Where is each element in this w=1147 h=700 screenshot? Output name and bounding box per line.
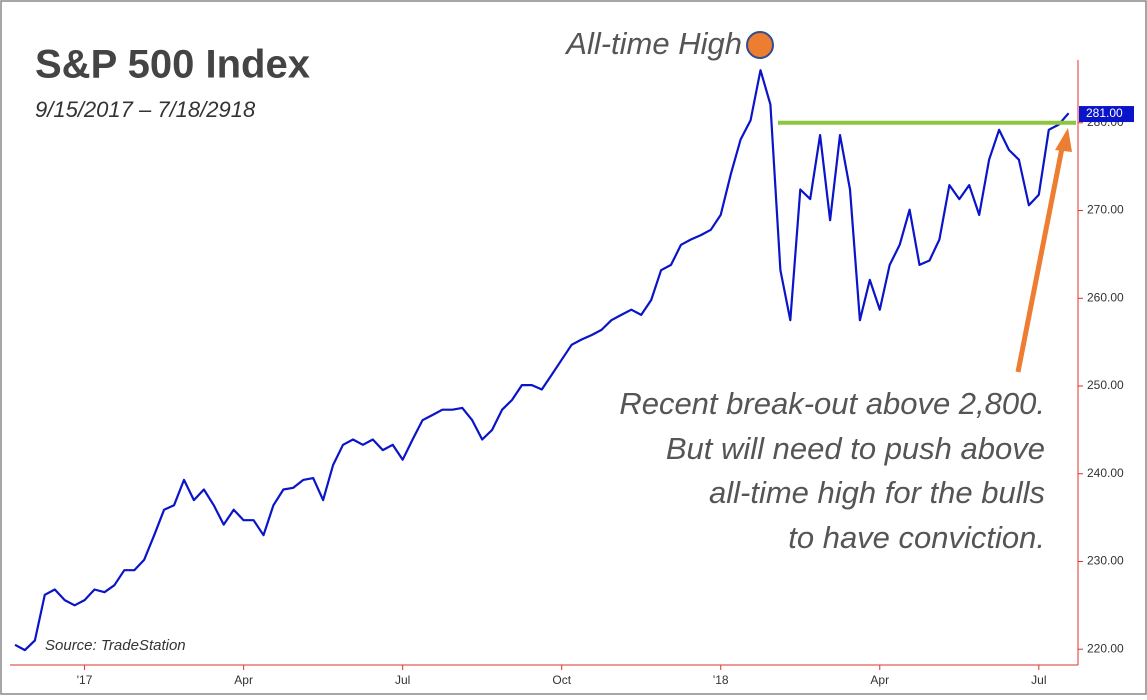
x-tick-label: '17: [77, 673, 93, 687]
x-tick-label: Jul: [395, 673, 410, 687]
y-tick-label: 270.00: [1087, 203, 1124, 217]
ath-marker: [746, 31, 774, 59]
x-tick-label: Oct: [552, 673, 571, 687]
y-tick-label: 220.00: [1087, 641, 1124, 655]
annotation: Recent break-out above 2,800.: [619, 386, 1045, 421]
annotation: But will need to push above: [666, 431, 1045, 466]
arrow: [1015, 147, 1065, 373]
annotation: all-time high for the bulls: [709, 475, 1045, 510]
price-line: [14, 69, 1070, 652]
x-tick-label: Jul: [1031, 673, 1046, 687]
arrow-head: [1055, 128, 1072, 152]
x-tick-label: '18: [713, 673, 729, 687]
source: Source: TradeStation: [45, 637, 186, 654]
annotation: to have conviction.: [788, 520, 1045, 555]
y-tick-label: 250.00: [1087, 378, 1124, 392]
last-price-badge: [1079, 106, 1134, 123]
x-tick-label: Apr: [870, 673, 889, 687]
y-tick-label: 230.00: [1087, 554, 1124, 568]
x-tick-label: Apr: [234, 673, 253, 687]
y-tick-label: 240.00: [1087, 466, 1124, 480]
y-tick-label: 260.00: [1087, 290, 1124, 304]
annotation: All-time High: [564, 26, 742, 61]
chart-title: S&P 500 Index: [35, 43, 310, 87]
last-price-label: 281.00: [1086, 106, 1123, 120]
subtitle: 9/15/2017 – 7/18/2918: [35, 97, 256, 122]
